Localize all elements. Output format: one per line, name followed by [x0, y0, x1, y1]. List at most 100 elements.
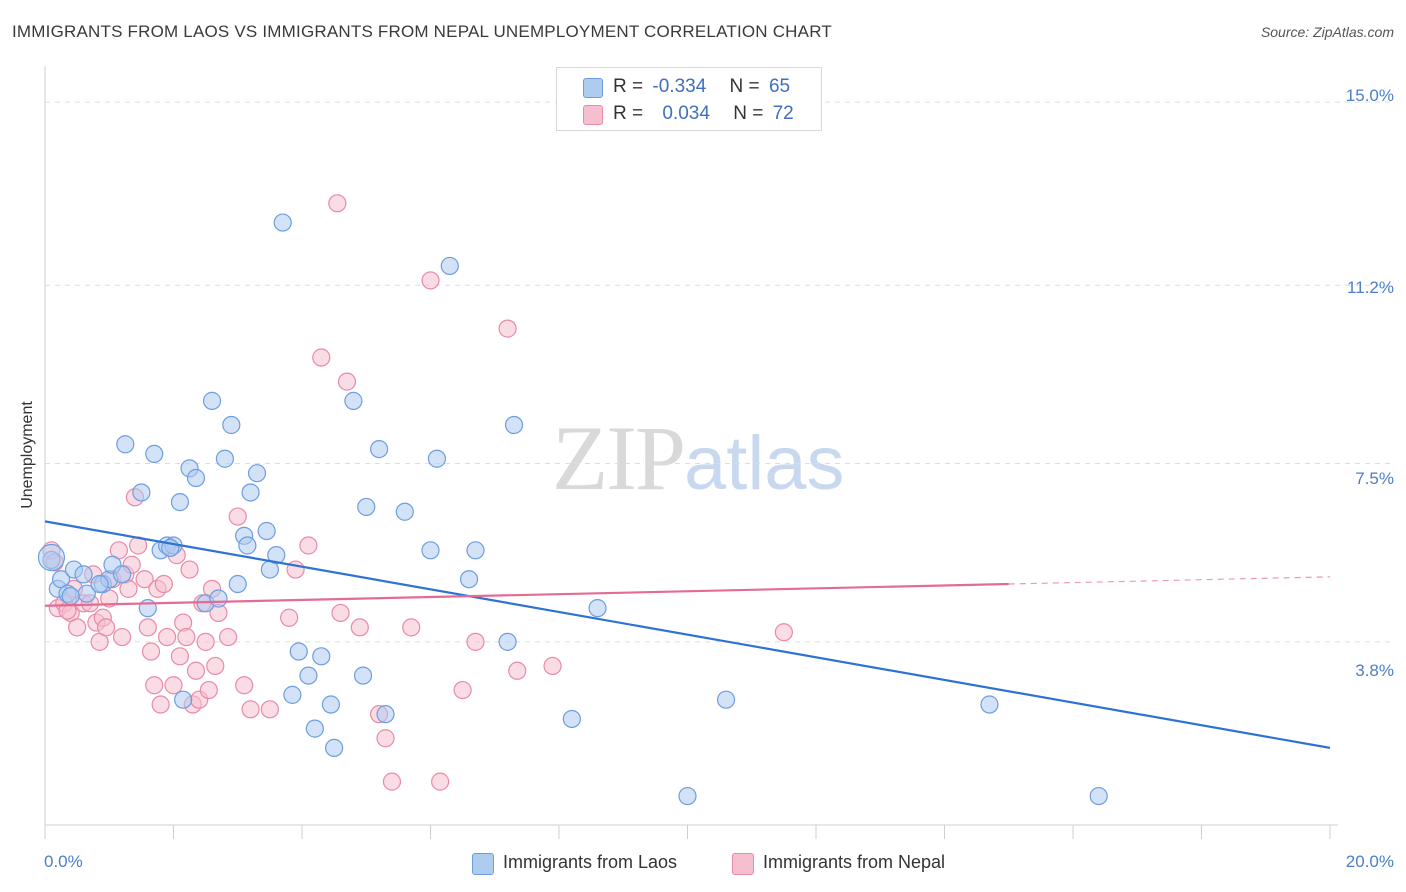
x-tick-label-max: 20.0% — [1345, 852, 1394, 871]
r-label: R = — [613, 103, 644, 124]
chart-title: IMMIGRANTS FROM LAOS VS IMMIGRANTS FROM … — [12, 22, 832, 41]
laos-point — [228, 574, 247, 594]
axes — [44, 66, 1338, 839]
nepal-point — [421, 271, 440, 290]
laos-point — [299, 666, 318, 685]
laos-legend-swatch — [472, 853, 494, 875]
laos-legend-label: Immigrants from Laos — [503, 852, 678, 872]
nepal-point — [141, 642, 161, 661]
correlation-legend: R = -0.334 N = 65 R = 0.034 N = 72 — [556, 67, 822, 131]
laos-point — [61, 586, 80, 606]
laos-point — [305, 719, 324, 738]
laos-point — [1089, 786, 1108, 806]
nepal-point — [376, 729, 395, 748]
laos-point — [498, 632, 517, 651]
nepal-trend-extension — [1008, 576, 1331, 585]
nepal-point — [96, 618, 116, 637]
laos-point — [37, 543, 66, 572]
laos-point — [145, 444, 164, 464]
nepal-point — [280, 608, 299, 627]
nepal-point — [241, 700, 260, 719]
laos-r-value: -0.334 — [652, 76, 707, 97]
y-tick-label: 7.5% — [1355, 469, 1394, 488]
laos-point — [267, 546, 286, 565]
laos-point — [90, 574, 109, 594]
r-label: R = — [613, 76, 644, 97]
laos-point — [321, 695, 341, 714]
nepal-point — [350, 618, 369, 637]
nepal-point — [170, 647, 190, 666]
laos-point — [209, 589, 228, 608]
laos-point — [170, 493, 190, 512]
nepal-point — [431, 772, 450, 791]
laos-point — [257, 521, 276, 541]
laos-point — [421, 541, 440, 560]
laos-point — [247, 464, 267, 483]
laos-point — [112, 565, 132, 584]
laos-point — [215, 449, 234, 468]
laos-n-value: 65 — [768, 76, 791, 97]
nepal-point — [135, 570, 154, 589]
nepal-legend-label: Immigrants from Nepal — [763, 852, 946, 872]
laos-point — [376, 705, 395, 724]
laos-point — [678, 786, 697, 806]
laos-point — [459, 570, 479, 589]
nepal-point — [164, 676, 183, 695]
nepal-point — [219, 627, 238, 647]
nepal-point — [196, 632, 215, 651]
nepal-point — [180, 560, 199, 579]
laos-point — [370, 439, 389, 459]
laos-point — [427, 449, 447, 468]
laos-points — [37, 213, 1108, 806]
y-tick-label: 3.8% — [1355, 661, 1394, 680]
nepal-point — [154, 574, 173, 594]
nepal-point — [157, 627, 177, 647]
nepal-point — [331, 603, 350, 623]
source-credit: Source: ZipAtlas.com — [1260, 24, 1394, 40]
x-tick-label-min: 0.0% — [44, 852, 83, 871]
laos-point — [312, 647, 331, 666]
nepal-point — [543, 656, 562, 676]
laos-point — [241, 483, 260, 502]
nepal-point — [151, 695, 170, 714]
laos-swatch — [583, 78, 603, 98]
laos-point — [466, 541, 485, 560]
laos-point — [357, 497, 376, 517]
nepal-trend-line — [44, 582, 1009, 607]
nepal-point — [206, 656, 225, 676]
y-tick-label: 15.0% — [1345, 86, 1394, 105]
n-label: N = — [729, 76, 760, 97]
n-label: N = — [733, 103, 764, 124]
nepal-point — [453, 680, 472, 700]
watermark-zip: ZIP — [552, 407, 686, 509]
nepal-point — [337, 372, 357, 391]
trend-lines — [44, 520, 1331, 749]
laos-point — [174, 690, 193, 709]
nepal-point — [138, 618, 157, 637]
nepal-point — [382, 772, 402, 791]
nepal-point — [177, 627, 196, 647]
laos-point — [74, 565, 93, 584]
nepal-point — [260, 700, 279, 719]
nepal-point — [299, 536, 318, 555]
laos-point — [202, 391, 222, 410]
laos-point — [504, 415, 524, 435]
y-axis-label: Unemployment — [19, 401, 36, 509]
y-tick-label: 11.2% — [1347, 278, 1394, 297]
nepal-point — [145, 676, 164, 695]
laos-point — [132, 483, 151, 502]
nepal-point — [228, 507, 247, 526]
nepal-points — [42, 194, 793, 791]
laos-point — [289, 642, 308, 661]
laos-point — [440, 256, 459, 276]
laos-point — [222, 415, 241, 435]
nepal-point — [402, 618, 421, 637]
nepal-point — [466, 632, 485, 651]
laos-point — [325, 738, 344, 757]
laos-point — [273, 213, 292, 232]
nepal-point — [112, 627, 132, 647]
laos-point — [980, 695, 999, 714]
nepal-point — [235, 676, 254, 695]
nepal-swatch — [583, 105, 603, 125]
